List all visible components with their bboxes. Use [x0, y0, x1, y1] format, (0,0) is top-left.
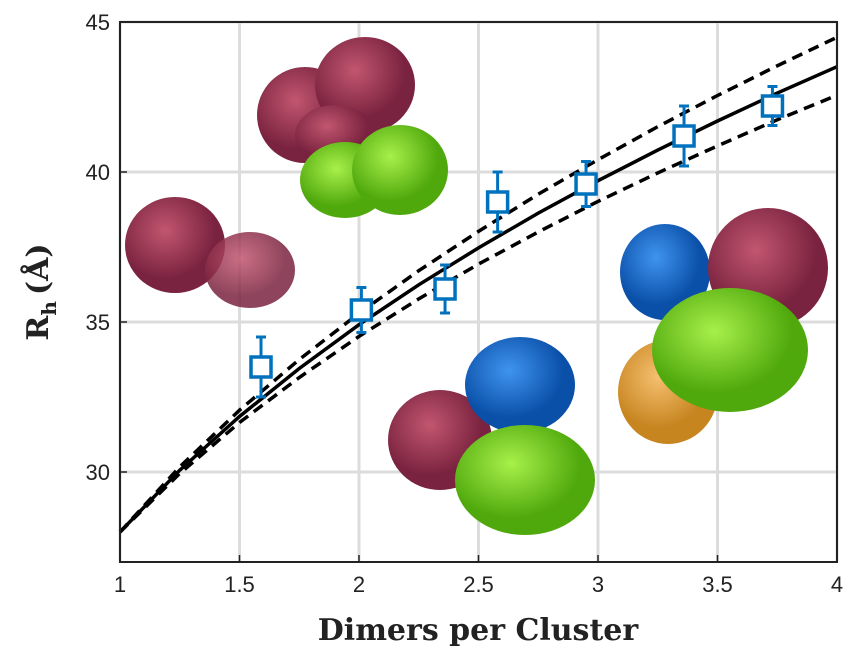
- y-tick-label: 40: [86, 160, 110, 185]
- data-point: [762, 96, 782, 116]
- y-tick-label: 30: [86, 460, 110, 485]
- y-tick-label: 45: [86, 10, 110, 35]
- y-tick-label: 35: [86, 310, 110, 335]
- data-point: [488, 192, 508, 212]
- x-tick-label: 2.5: [463, 572, 494, 597]
- x-axis-label: Dimers per Cluster: [318, 613, 640, 648]
- data-point: [674, 126, 694, 146]
- protein-illustrations: [125, 37, 828, 535]
- x-tick-label: 2: [353, 572, 365, 597]
- x-tick-label: 1: [114, 572, 126, 597]
- data-point: [251, 357, 271, 377]
- data-point: [576, 174, 596, 194]
- y-label-sub: h: [37, 301, 61, 316]
- x-tick-label: 1.5: [224, 572, 255, 597]
- chart: Dimers per Cluster Rh (Å) 1 1.5 2 2.5 3 3.5 4 30…: [0, 0, 848, 650]
- x-tick-label: 3: [592, 572, 604, 597]
- data-point: [435, 279, 455, 299]
- x-tick-label: 4: [831, 572, 843, 597]
- y-label-unit: (Å): [20, 243, 56, 295]
- y-axis-label: Rh (Å): [20, 243, 61, 340]
- data-point: [351, 300, 371, 320]
- y-label-main: R: [21, 315, 56, 341]
- x-tick-label: 3.5: [702, 572, 733, 597]
